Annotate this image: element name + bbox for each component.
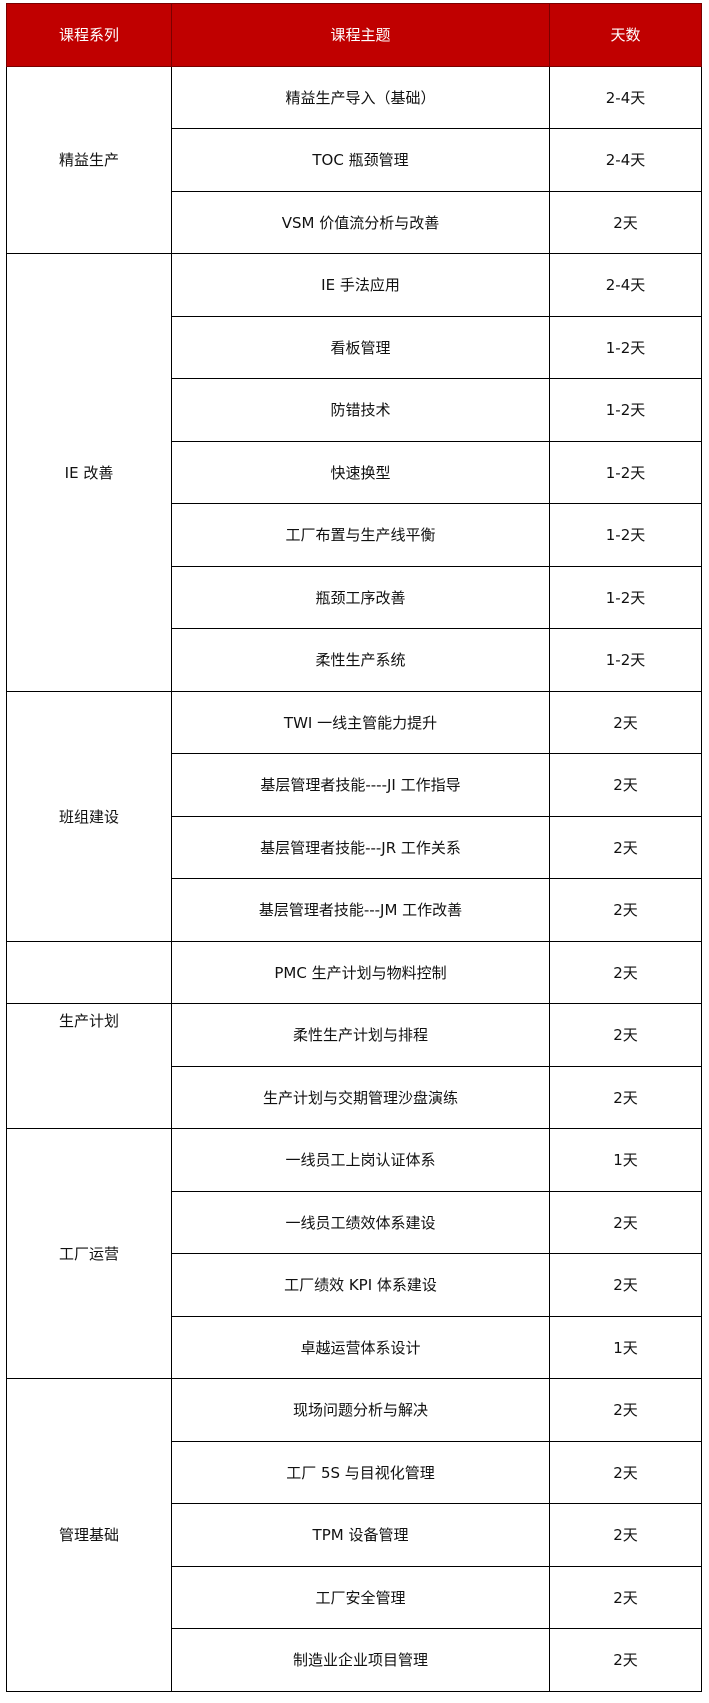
row: 制造业企业项目管理 2天 bbox=[7, 1628, 702, 1692]
days-cell: 2天 bbox=[549, 1503, 702, 1567]
row: VSM 价值流分析与改善 2天 bbox=[7, 190, 702, 254]
row: 工厂绩效 KPI 体系建设 2天 bbox=[7, 1253, 702, 1317]
row: 精益生产 精益生产导入（基础） 2-4天 bbox=[6, 65, 702, 254]
days-cell: 2天 bbox=[549, 878, 702, 942]
days-cell: 2-4天 bbox=[549, 65, 702, 129]
row: 工厂运营 一线员工上岗认证体系 1天 bbox=[6, 1128, 702, 1379]
series-cell: 工厂运营 bbox=[6, 1128, 172, 1379]
days-cell: 2天 bbox=[549, 1378, 702, 1442]
row: 生产计划与交期管理沙盘演练 2天 bbox=[7, 1065, 702, 1129]
row: PMC 生产计划与物料控制 2天 bbox=[6, 940, 702, 1004]
days-cell: 2天 bbox=[549, 1440, 702, 1504]
days-cell: 2天 bbox=[549, 815, 702, 879]
days-cell: 2天 bbox=[549, 1565, 702, 1629]
row: 生产计划 柔性生产计划与排程 2天 bbox=[6, 1003, 702, 1129]
topic-cell: VSM 价值流分析与改善 bbox=[171, 190, 550, 254]
row: 工厂布置与生产线平衡 1-2天 bbox=[7, 503, 702, 567]
topic-cell: 生产计划与交期管理沙盘演练 bbox=[171, 1065, 550, 1129]
days-cell: 1-2天 bbox=[549, 315, 702, 379]
topic-cell: TPM 设备管理 bbox=[171, 1503, 550, 1567]
row: 一线员工绩效体系建设 2天 bbox=[7, 1190, 702, 1254]
series-cell bbox=[6, 940, 172, 1004]
topic-cell: TOC 瓶颈管理 bbox=[171, 128, 550, 192]
header-row: 课程系列 课程主题 天数 bbox=[6, 3, 702, 67]
series-cell: IE 改善 bbox=[6, 253, 172, 692]
days-cell: 2天 bbox=[549, 190, 702, 254]
days-cell: 2天 bbox=[549, 1253, 702, 1317]
row: 看板管理 1-2天 bbox=[7, 315, 702, 379]
series-cell: 管理基础 bbox=[6, 1378, 172, 1692]
row: IE 改善 IE 手法应用 2-4天 bbox=[6, 253, 702, 692]
header-cell: 天数 bbox=[549, 3, 702, 67]
topic-cell: 看板管理 bbox=[171, 315, 550, 379]
row: 快速换型 1-2天 bbox=[7, 440, 702, 504]
days-cell: 1-2天 bbox=[549, 565, 702, 629]
row: 卓越运营体系设计 1天 bbox=[7, 1315, 702, 1379]
topic-cell: 快速换型 bbox=[171, 440, 550, 504]
days-cell: 2天 bbox=[549, 1003, 702, 1067]
days-cell: 2天 bbox=[549, 1065, 702, 1129]
days-cell: 1-2天 bbox=[549, 628, 702, 692]
topic-cell: 一线员工上岗认证体系 bbox=[171, 1128, 550, 1192]
topic-cell: 柔性生产系统 bbox=[171, 628, 550, 692]
days-cell: 2-4天 bbox=[549, 253, 702, 317]
days-cell: 1天 bbox=[549, 1128, 702, 1192]
series-cell: 班组建设 bbox=[6, 690, 172, 942]
topic-cell: 制造业企业项目管理 bbox=[171, 1628, 550, 1692]
days-cell: 2-4天 bbox=[549, 128, 702, 192]
topic-cell: 卓越运营体系设计 bbox=[171, 1315, 550, 1379]
topic-cell: 精益生产导入（基础） bbox=[171, 65, 550, 129]
header-cell: 课程主题 bbox=[171, 3, 550, 67]
days-cell: 2天 bbox=[549, 690, 702, 754]
topic-cell: 瓶颈工序改善 bbox=[171, 565, 550, 629]
days-cell: 2天 bbox=[549, 1190, 702, 1254]
table-body: 精益生产 精益生产导入（基础） 2-4天 TOC 瓶颈管理 2-4天 VSM 价值流分析与… bbox=[6, 65, 702, 1692]
series-cell: 精益生产 bbox=[6, 65, 172, 254]
row: 防错技术 1-2天 bbox=[7, 378, 702, 442]
topic-cell: 工厂 5S 与目视化管理 bbox=[171, 1440, 550, 1504]
row: 工厂 5S 与目视化管理 2天 bbox=[7, 1440, 702, 1504]
series-cell: 生产计划 bbox=[6, 1003, 172, 1129]
topic-cell: 工厂绩效 KPI 体系建设 bbox=[171, 1253, 550, 1317]
course-table: 课程系列 课程主题 天数 精益生产 精益生产导入（基础） 2-4天 TOC 瓶颈管理 2… bbox=[6, 3, 702, 1692]
topic-cell: 防错技术 bbox=[171, 378, 550, 442]
row: TOC 瓶颈管理 2-4天 bbox=[7, 128, 702, 192]
row: 瓶颈工序改善 1-2天 bbox=[7, 565, 702, 629]
days-cell: 2天 bbox=[549, 753, 702, 817]
row: 班组建设 TWI 一线主管能力提升 2天 bbox=[6, 690, 702, 942]
row: 基层管理者技能---JR 工作关系 2天 bbox=[7, 815, 702, 879]
days-cell: 2天 bbox=[549, 940, 702, 1004]
row: 基层管理者技能----JI 工作指导 2天 bbox=[7, 753, 702, 817]
days-cell: 1-2天 bbox=[549, 440, 702, 504]
days-cell: 1-2天 bbox=[549, 378, 702, 442]
topic-cell: 基层管理者技能----JI 工作指导 bbox=[171, 753, 550, 817]
topic-cell: 工厂安全管理 bbox=[171, 1565, 550, 1629]
row: 柔性生产系统 1-2天 bbox=[7, 628, 702, 692]
topic-cell: PMC 生产计划与物料控制 bbox=[171, 940, 550, 1004]
days-cell: 1天 bbox=[549, 1315, 702, 1379]
row: 管理基础 现场问题分析与解决 2天 bbox=[6, 1378, 702, 1692]
row: 基层管理者技能---JM 工作改善 2天 bbox=[7, 878, 702, 942]
topic-cell: 柔性生产计划与排程 bbox=[171, 1003, 550, 1067]
header-cell: 课程系列 bbox=[6, 3, 172, 67]
topic-cell: 基层管理者技能---JR 工作关系 bbox=[171, 815, 550, 879]
row: TPM 设备管理 2天 bbox=[7, 1503, 702, 1567]
topic-cell: TWI 一线主管能力提升 bbox=[171, 690, 550, 754]
topic-cell: 现场问题分析与解决 bbox=[171, 1378, 550, 1442]
topic-cell: 基层管理者技能---JM 工作改善 bbox=[171, 878, 550, 942]
days-cell: 1-2天 bbox=[549, 503, 702, 567]
days-cell: 2天 bbox=[549, 1628, 702, 1692]
topic-cell: IE 手法应用 bbox=[171, 253, 550, 317]
topic-cell: 一线员工绩效体系建设 bbox=[171, 1190, 550, 1254]
topic-cell: 工厂布置与生产线平衡 bbox=[171, 503, 550, 567]
